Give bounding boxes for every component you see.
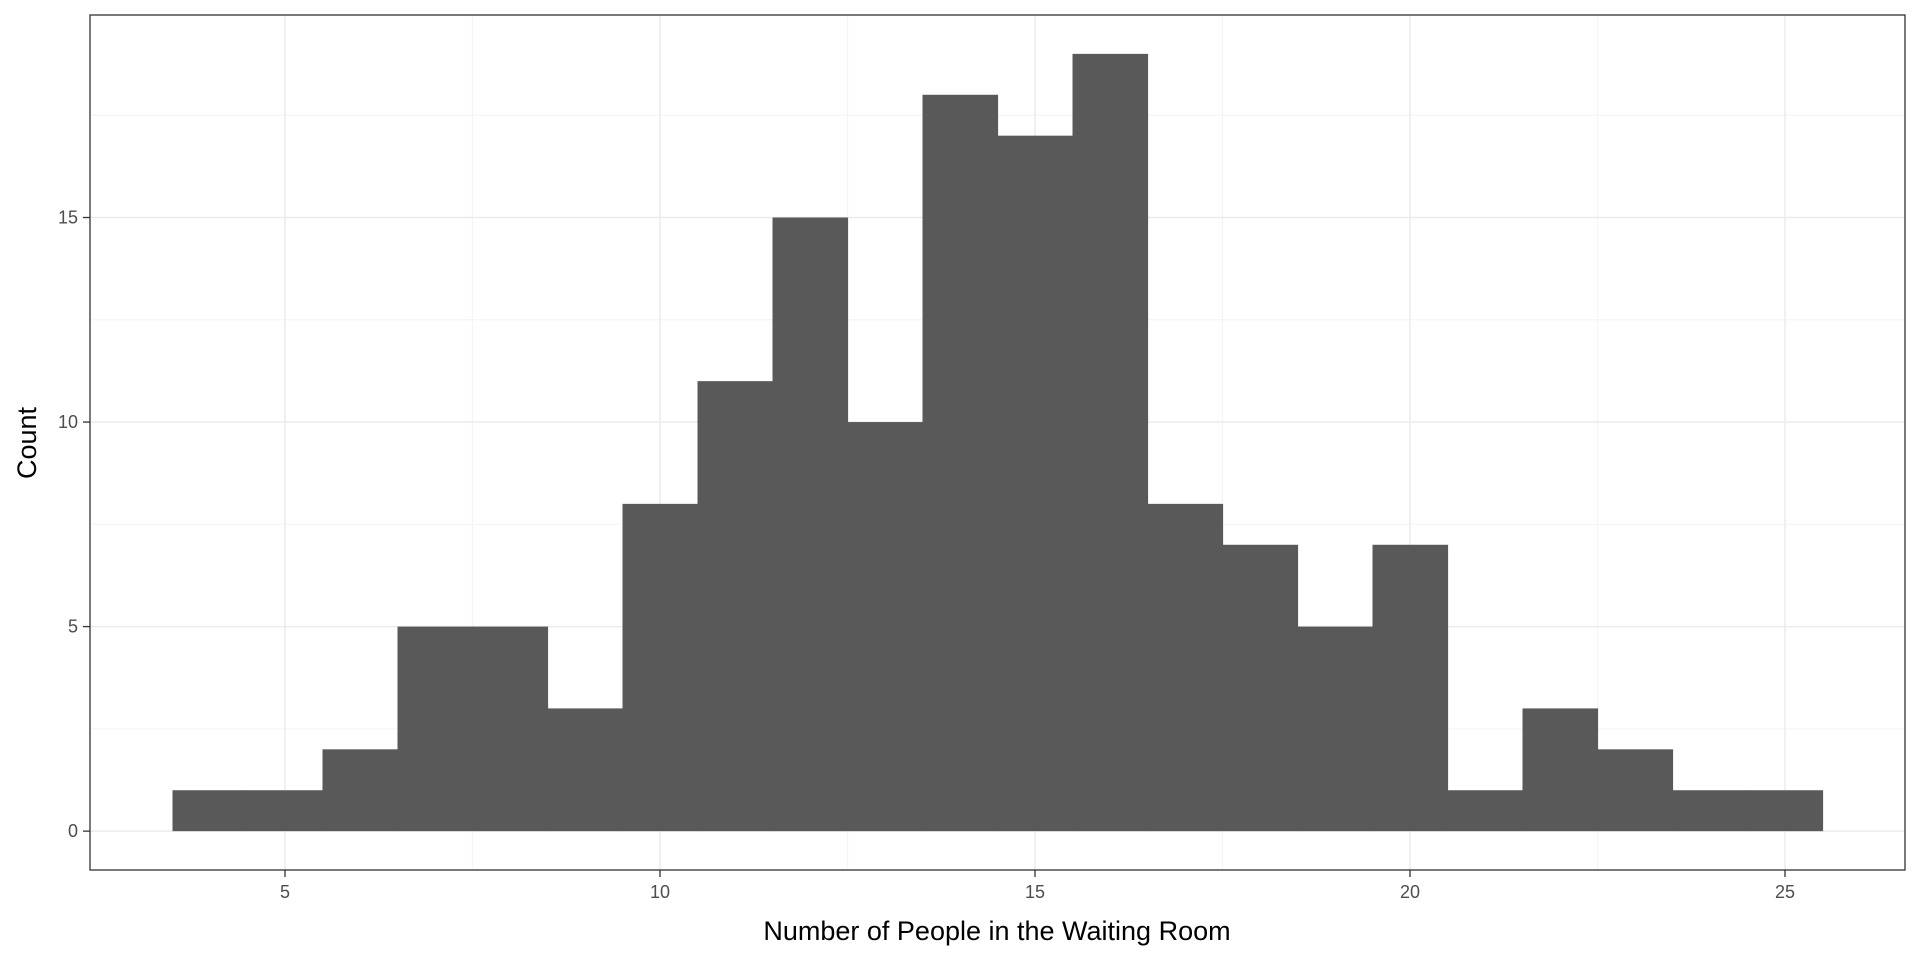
x-axis-title: Number of People in the Waiting Room	[763, 916, 1230, 946]
histogram-bar	[1522, 708, 1599, 832]
histogram-bar	[547, 708, 624, 832]
bars	[172, 53, 1824, 832]
x-tick-label: 25	[1775, 882, 1795, 902]
histogram-bar	[1222, 544, 1299, 832]
y-tick-label: 0	[68, 821, 78, 841]
histogram-bar	[847, 422, 924, 832]
histogram-bar	[697, 381, 774, 832]
histogram-bar	[922, 94, 999, 832]
histogram-bar	[1672, 790, 1749, 832]
histogram-bar	[247, 790, 324, 832]
histogram-bar	[1447, 790, 1524, 832]
histogram-bar	[1372, 544, 1449, 832]
x-tick-label: 10	[650, 882, 670, 902]
x-tick-label: 15	[1025, 882, 1045, 902]
y-axis: 0 5 10 15	[58, 208, 90, 841]
y-tick-label: 10	[58, 412, 78, 432]
x-tick-label: 20	[1400, 882, 1420, 902]
x-axis: 5 10 15 20 25	[280, 870, 1795, 902]
histogram-bar	[1297, 626, 1374, 832]
histogram-bar	[1597, 749, 1674, 832]
y-tick-label: 5	[68, 617, 78, 637]
histogram-bar	[322, 749, 399, 832]
histogram-bar	[997, 135, 1074, 832]
histogram-bar	[1147, 503, 1224, 832]
histogram-bar	[397, 626, 474, 832]
histogram-bar	[172, 790, 249, 832]
panel-border	[89, 14, 1906, 871]
histogram-bar	[1072, 53, 1149, 832]
y-axis-title: Count	[12, 406, 42, 479]
x-tick-label: 5	[280, 882, 290, 902]
histogram-bar	[772, 217, 849, 832]
y-tick-label: 15	[58, 208, 78, 228]
histogram-bar	[622, 503, 699, 832]
histogram-bar	[472, 626, 549, 832]
histogram-bar	[1747, 790, 1824, 832]
